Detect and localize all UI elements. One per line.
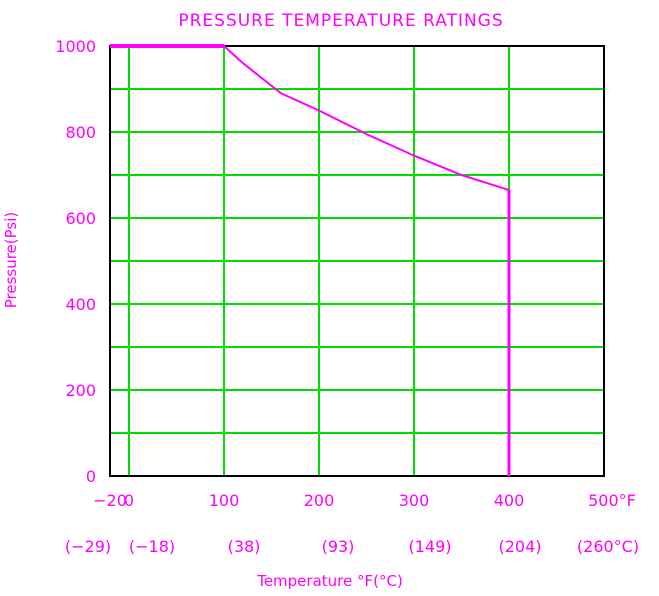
y-tick-label: 0 [86, 467, 96, 486]
x-tick-label: 400 [494, 491, 525, 510]
x-tick-label: 0 [124, 491, 134, 510]
y-tick-label: 200 [65, 381, 96, 400]
x-axis-label: Temperature °F(°C) [256, 572, 403, 590]
x-tick-label: 300 [399, 491, 430, 510]
x-tick-labels-celsius: (−29) (−18) (38) (93) (149) (204) (260°C) [65, 537, 639, 556]
x-tick-label-celsius: (93) [322, 537, 355, 556]
x-tick-labels: −200 100 200 300 400 500°F [93, 491, 636, 510]
y-axis-label: Pressure(Psi) [2, 212, 20, 309]
y-tick-label: 600 [65, 209, 96, 228]
y-tick-label: 400 [65, 295, 96, 314]
x-tick-label-celsius: (149) [408, 537, 451, 556]
x-tick-label-celsius: (260°C) [577, 537, 639, 556]
series-line-0 [110, 45, 510, 476]
x-tick-label-celsius: (−18) [129, 537, 175, 556]
x-tick-label: 200 [304, 491, 335, 510]
x-tick-label-celsius: (38) [228, 537, 261, 556]
y-tick-labels: 0 200 400 600 800 1000 [55, 37, 96, 486]
series-group [110, 44, 511, 476]
x-tick-label: −20 [93, 491, 127, 510]
x-tick-label: 100 [209, 491, 240, 510]
x-tick-label-celsius: (204) [498, 537, 541, 556]
y-tick-label: 1000 [55, 37, 96, 56]
grid [110, 46, 604, 476]
plot-frame [109, 45, 605, 477]
y-tick-label: 800 [65, 123, 96, 142]
x-tick-label: 500°F [588, 491, 636, 510]
chart-title: PRESSURE TEMPERATURE RATINGS [178, 11, 503, 31]
x-tick-label-celsius: (−29) [65, 537, 111, 556]
